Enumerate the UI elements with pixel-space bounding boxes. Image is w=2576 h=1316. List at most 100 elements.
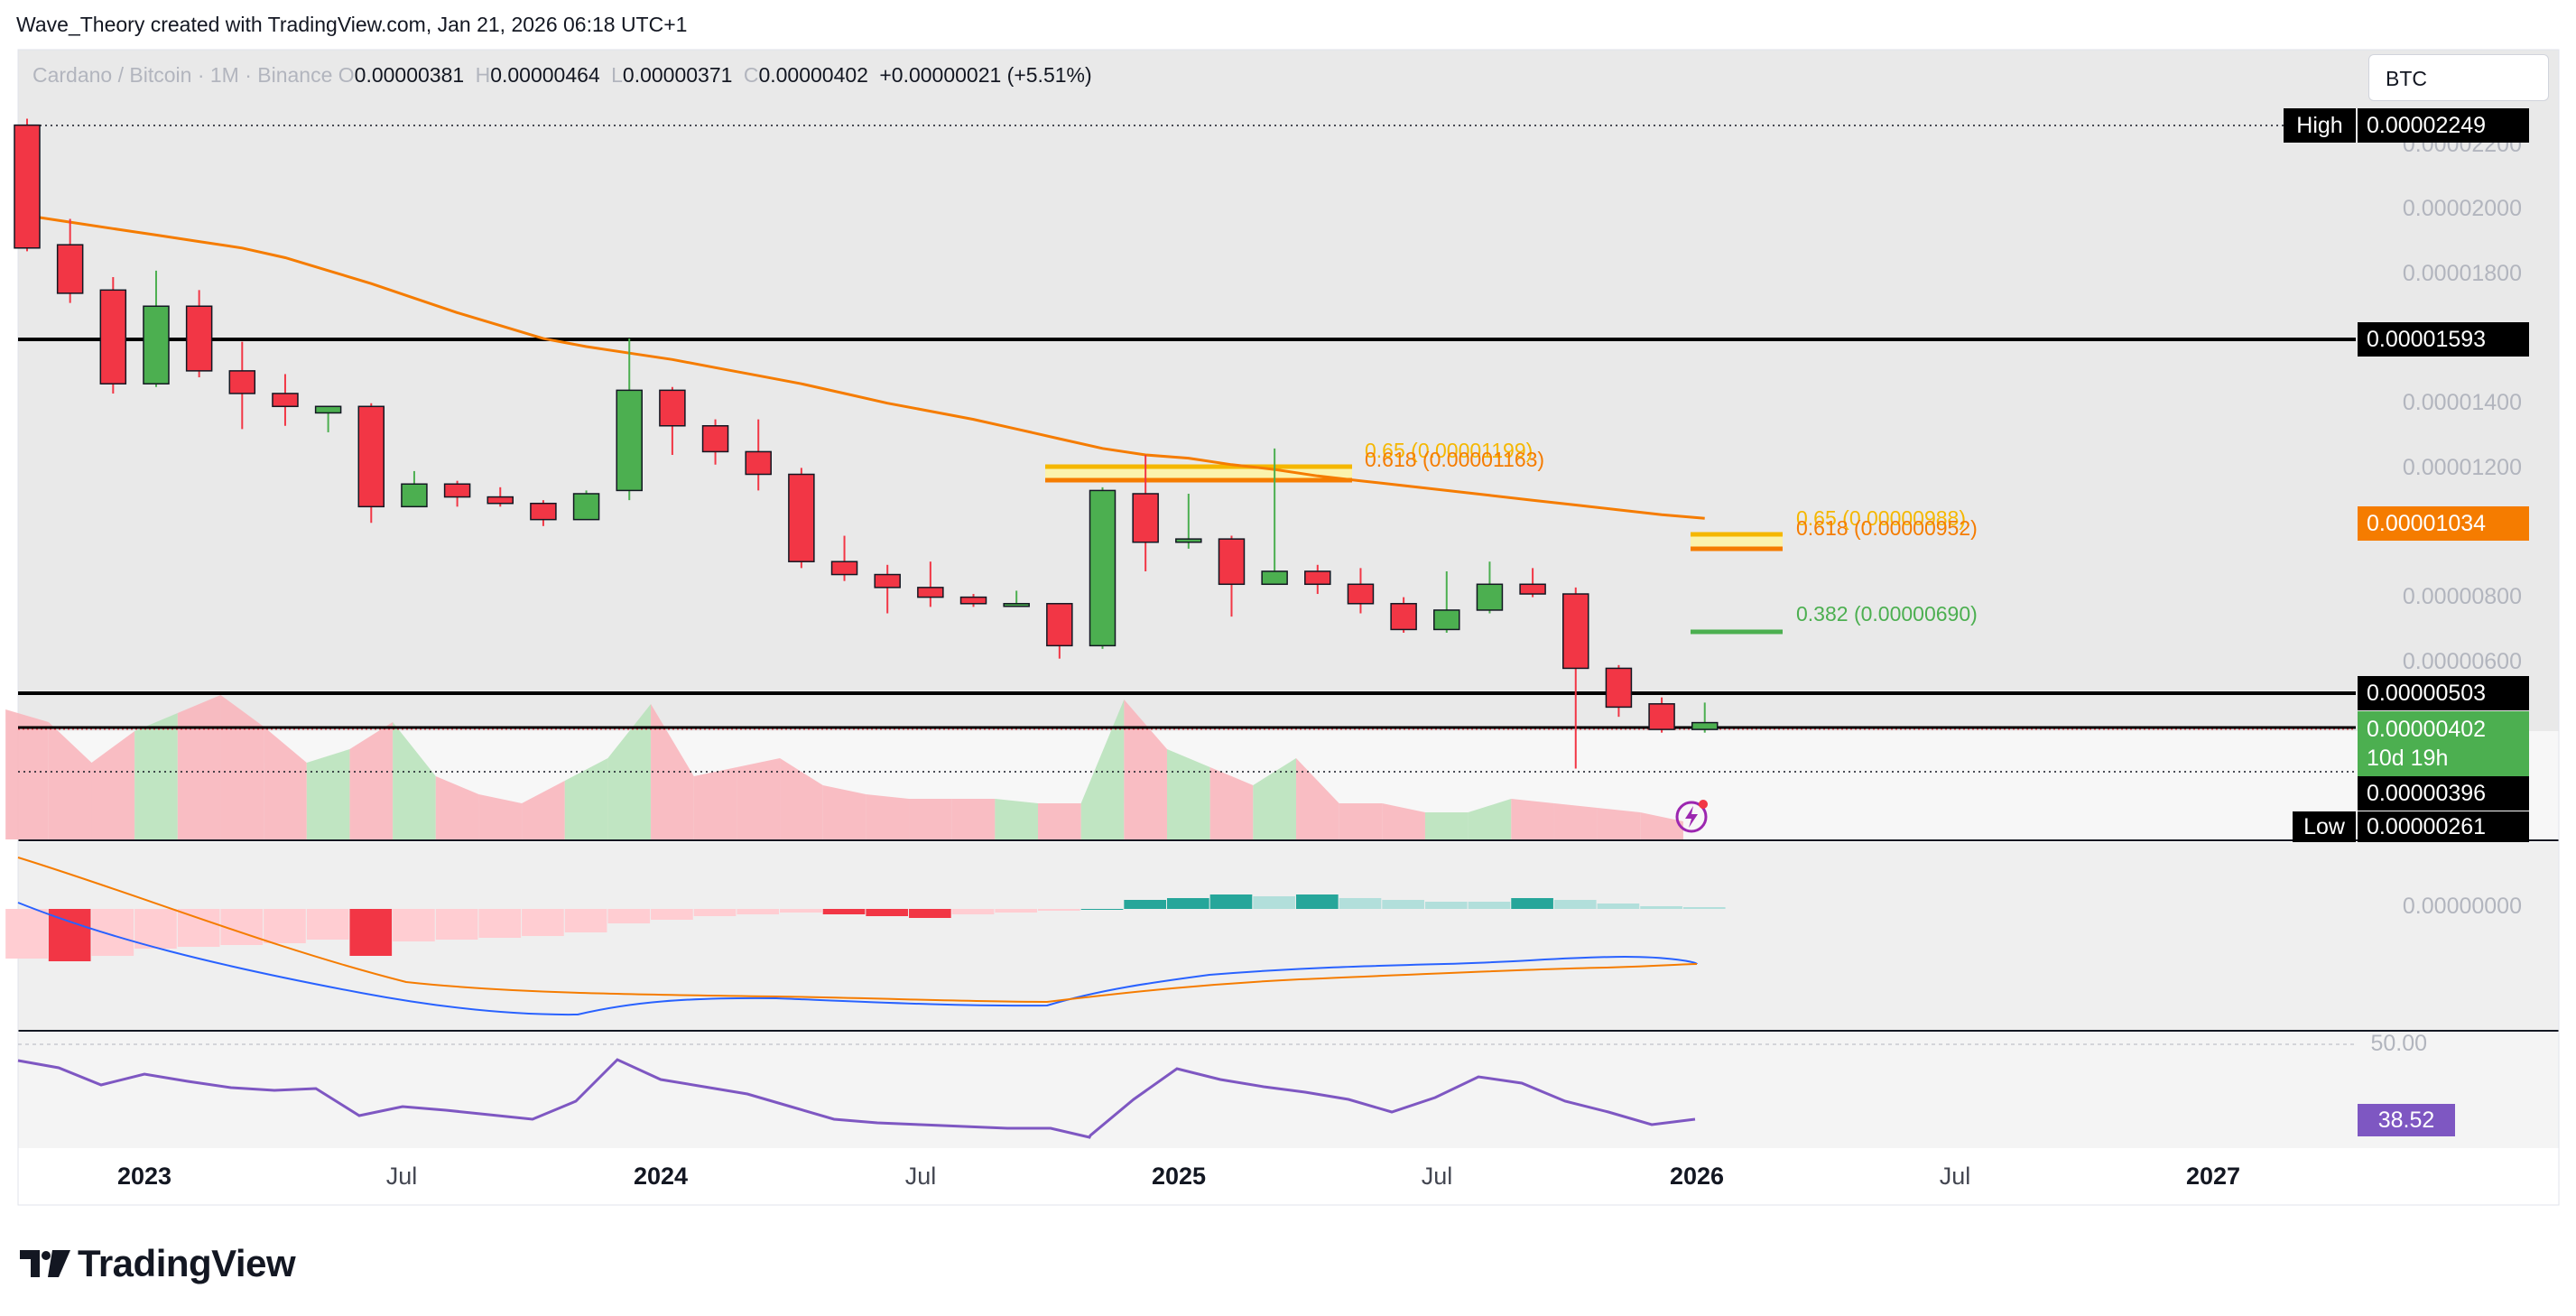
candle-body (530, 502, 557, 521)
last-price-tag: 0.00000402 10d 19h (2358, 711, 2529, 776)
compare-symbol-input[interactable]: BTC (2368, 54, 2549, 101)
macd-bar (264, 909, 306, 943)
resistance-price-tag: 0.00001593 (2358, 322, 2529, 357)
candle (1433, 570, 1460, 634)
candle (830, 535, 858, 581)
candle-body (959, 596, 987, 605)
price-tick: 0.00001800 (2402, 261, 2522, 286)
candle-body (314, 405, 342, 414)
macd-bar (564, 909, 607, 932)
macd-bar (1166, 898, 1209, 909)
macd-bar (1424, 902, 1468, 909)
candle (659, 386, 686, 456)
price-tick: 0.00002000 (2402, 196, 2522, 221)
time-label: Jul (1421, 1163, 1453, 1190)
candle-body (99, 289, 127, 385)
fib-upper-065-label: 0.65 (0.00001199) (1365, 439, 1534, 462)
candle (1562, 587, 1589, 769)
candle-body (1562, 593, 1589, 670)
candle-body (917, 587, 944, 598)
volume-segment (866, 794, 910, 839)
candle (1476, 561, 1504, 614)
fib-lower-065-label: 0.65 (0.00000988) (1796, 506, 1966, 530)
candle (1304, 564, 1331, 595)
price-tick: 0.00000800 (2402, 584, 2522, 609)
candle-body (1648, 703, 1675, 730)
candle (745, 419, 772, 491)
legend-close-label: C (743, 63, 759, 87)
candles-group (14, 118, 1719, 769)
legend-symbol[interactable]: Cardano / Bitcoin · 1M · Binance (32, 63, 333, 87)
candle (1390, 597, 1417, 634)
candle-body (143, 305, 170, 385)
volume-segment (306, 749, 350, 839)
volume-segment (478, 794, 523, 839)
candle-body (1261, 570, 1288, 586)
tradingview-logo[interactable]: TradingView (20, 1242, 296, 1285)
volume-segment (1295, 758, 1339, 839)
volume-segment (780, 758, 823, 839)
macd-zero-tick: 0.00000000 (2402, 894, 2522, 919)
time-label: 2026 (1669, 1163, 1725, 1190)
candle-body (616, 389, 643, 492)
volume-segment (91, 731, 135, 839)
candle-body (701, 425, 729, 453)
candle-body (659, 389, 686, 427)
volume-segment (1553, 803, 1598, 839)
macd-bar (1682, 907, 1726, 909)
candle-body (56, 244, 84, 294)
macd-bar (951, 909, 995, 914)
time-label: 2023 (116, 1163, 172, 1190)
volume-segment (522, 781, 565, 839)
candle (1519, 568, 1546, 598)
candle-body (830, 561, 858, 576)
legend-open-label: O (338, 63, 355, 87)
candle-body (874, 573, 901, 588)
candle (14, 118, 41, 252)
chart-border (17, 49, 2560, 1206)
time-label: Jul (904, 1163, 937, 1190)
rsi-level-tick: 50.00 (2370, 1031, 2427, 1056)
macd-bar (866, 909, 909, 916)
candle (443, 480, 471, 507)
candle-body (1003, 603, 1030, 607)
fib-upper-0618-label: 0.618 (0.00001163) (1365, 448, 1545, 471)
volume-segment (1080, 700, 1125, 839)
candle-body (14, 124, 41, 249)
candle (874, 564, 901, 614)
macd-bar (1597, 904, 1640, 909)
legend-low: 0.00000371 (622, 63, 733, 87)
candle (185, 290, 213, 378)
candle-body (486, 496, 514, 505)
ema-line (26, 214, 1705, 520)
macd-bar (651, 909, 693, 920)
time-label: Jul (1939, 1163, 1971, 1190)
alert-lightning-icon[interactable] (1673, 798, 1710, 834)
candle-body (1691, 721, 1719, 730)
candle (1132, 455, 1159, 571)
rsi-line (17, 1058, 1696, 1139)
candle (1347, 568, 1375, 614)
macd-bar (1038, 909, 1080, 911)
fib-lower-0618-label: 0.618 (0.00000952) (1796, 516, 1978, 540)
volume-segment (5, 709, 49, 839)
macd-bar (177, 909, 220, 947)
price-tick: 0.00001400 (2402, 390, 2522, 415)
candle (357, 403, 385, 524)
volume-segment (1038, 803, 1081, 839)
main-pane-bg (18, 50, 2559, 839)
macd-bar (91, 909, 134, 956)
candle-body (788, 473, 815, 562)
fib-zone-lower (1691, 533, 1783, 550)
volume-segment (693, 767, 737, 839)
volume-segment (48, 722, 92, 839)
candle (1648, 697, 1675, 733)
time-label: 2024 (633, 1163, 689, 1190)
volume-segment (1339, 803, 1383, 839)
high-label-tag: High (2284, 108, 2356, 143)
candle (314, 405, 342, 432)
signal-line (17, 857, 1698, 1004)
macd-bar (220, 909, 264, 945)
price-tick: 0.00001200 (2402, 455, 2522, 480)
